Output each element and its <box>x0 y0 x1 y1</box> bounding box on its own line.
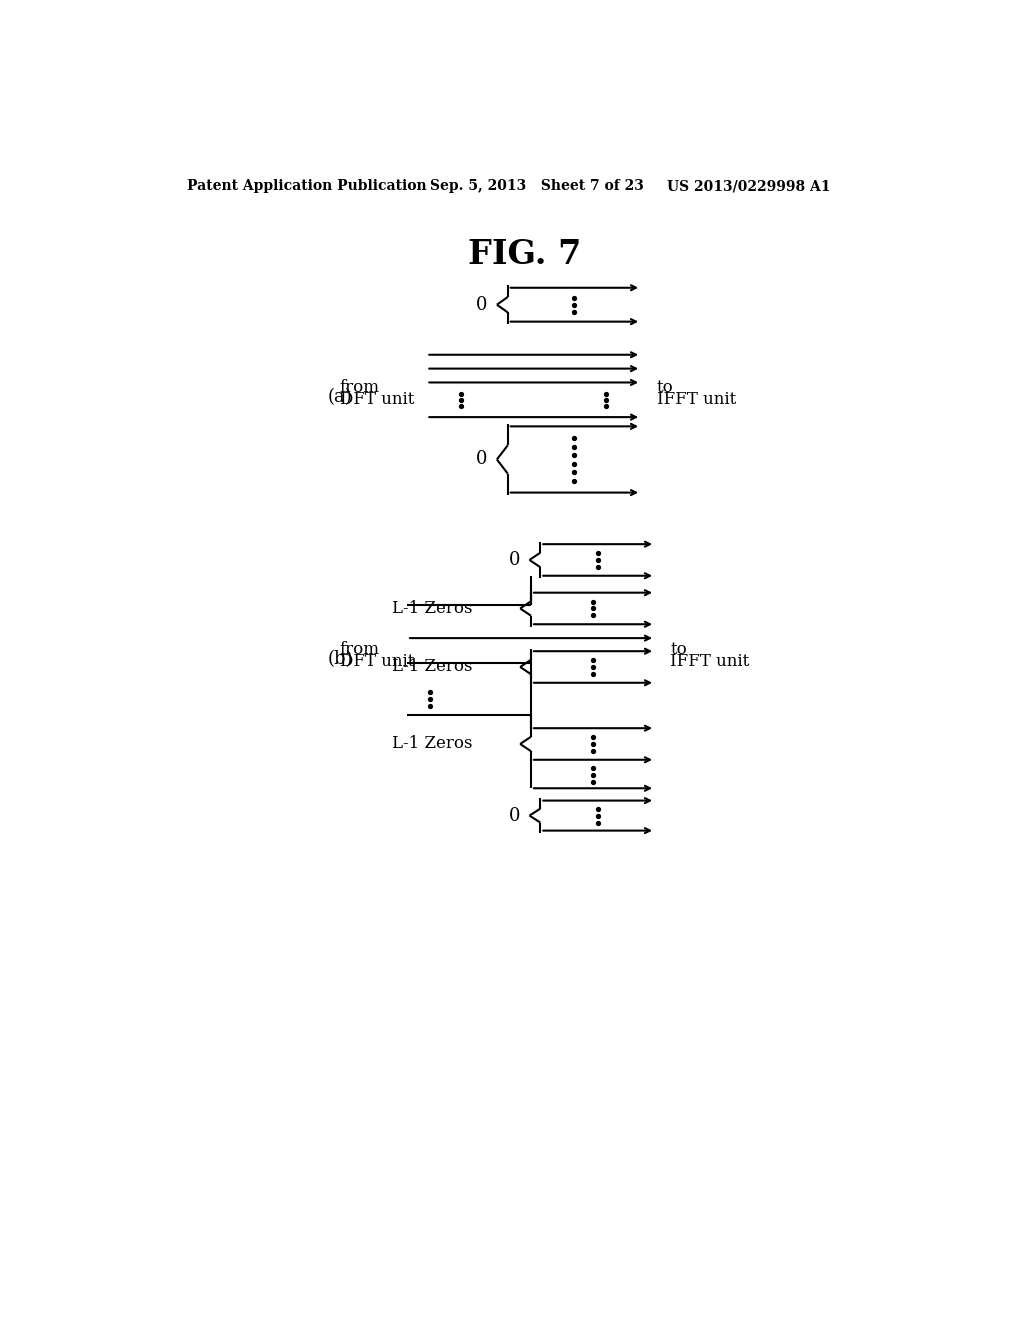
Text: 0: 0 <box>509 807 520 825</box>
Text: FIG. 7: FIG. 7 <box>468 238 582 271</box>
Text: 0: 0 <box>476 450 487 469</box>
Text: to: to <box>656 379 674 396</box>
Text: IFFT unit: IFFT unit <box>656 391 736 408</box>
Text: from: from <box>340 642 380 659</box>
Text: L-1 Zeros: L-1 Zeros <box>392 601 473 616</box>
Text: (a): (a) <box>328 388 352 407</box>
Text: 0: 0 <box>476 296 487 314</box>
Text: IFFT unit: IFFT unit <box>671 652 750 669</box>
Text: Patent Application Publication: Patent Application Publication <box>187 180 427 193</box>
Text: from: from <box>340 379 380 396</box>
Text: to: to <box>671 642 687 659</box>
Text: DFT unit: DFT unit <box>340 391 414 408</box>
Text: L-1 Zeros: L-1 Zeros <box>392 735 473 752</box>
Text: (b): (b) <box>328 649 353 668</box>
Text: US 2013/0229998 A1: US 2013/0229998 A1 <box>667 180 830 193</box>
Text: 0: 0 <box>509 550 520 569</box>
Text: Sep. 5, 2013   Sheet 7 of 23: Sep. 5, 2013 Sheet 7 of 23 <box>430 180 644 193</box>
Text: DFT unit: DFT unit <box>340 652 414 669</box>
Text: L-1 Zeros: L-1 Zeros <box>392 659 473 676</box>
